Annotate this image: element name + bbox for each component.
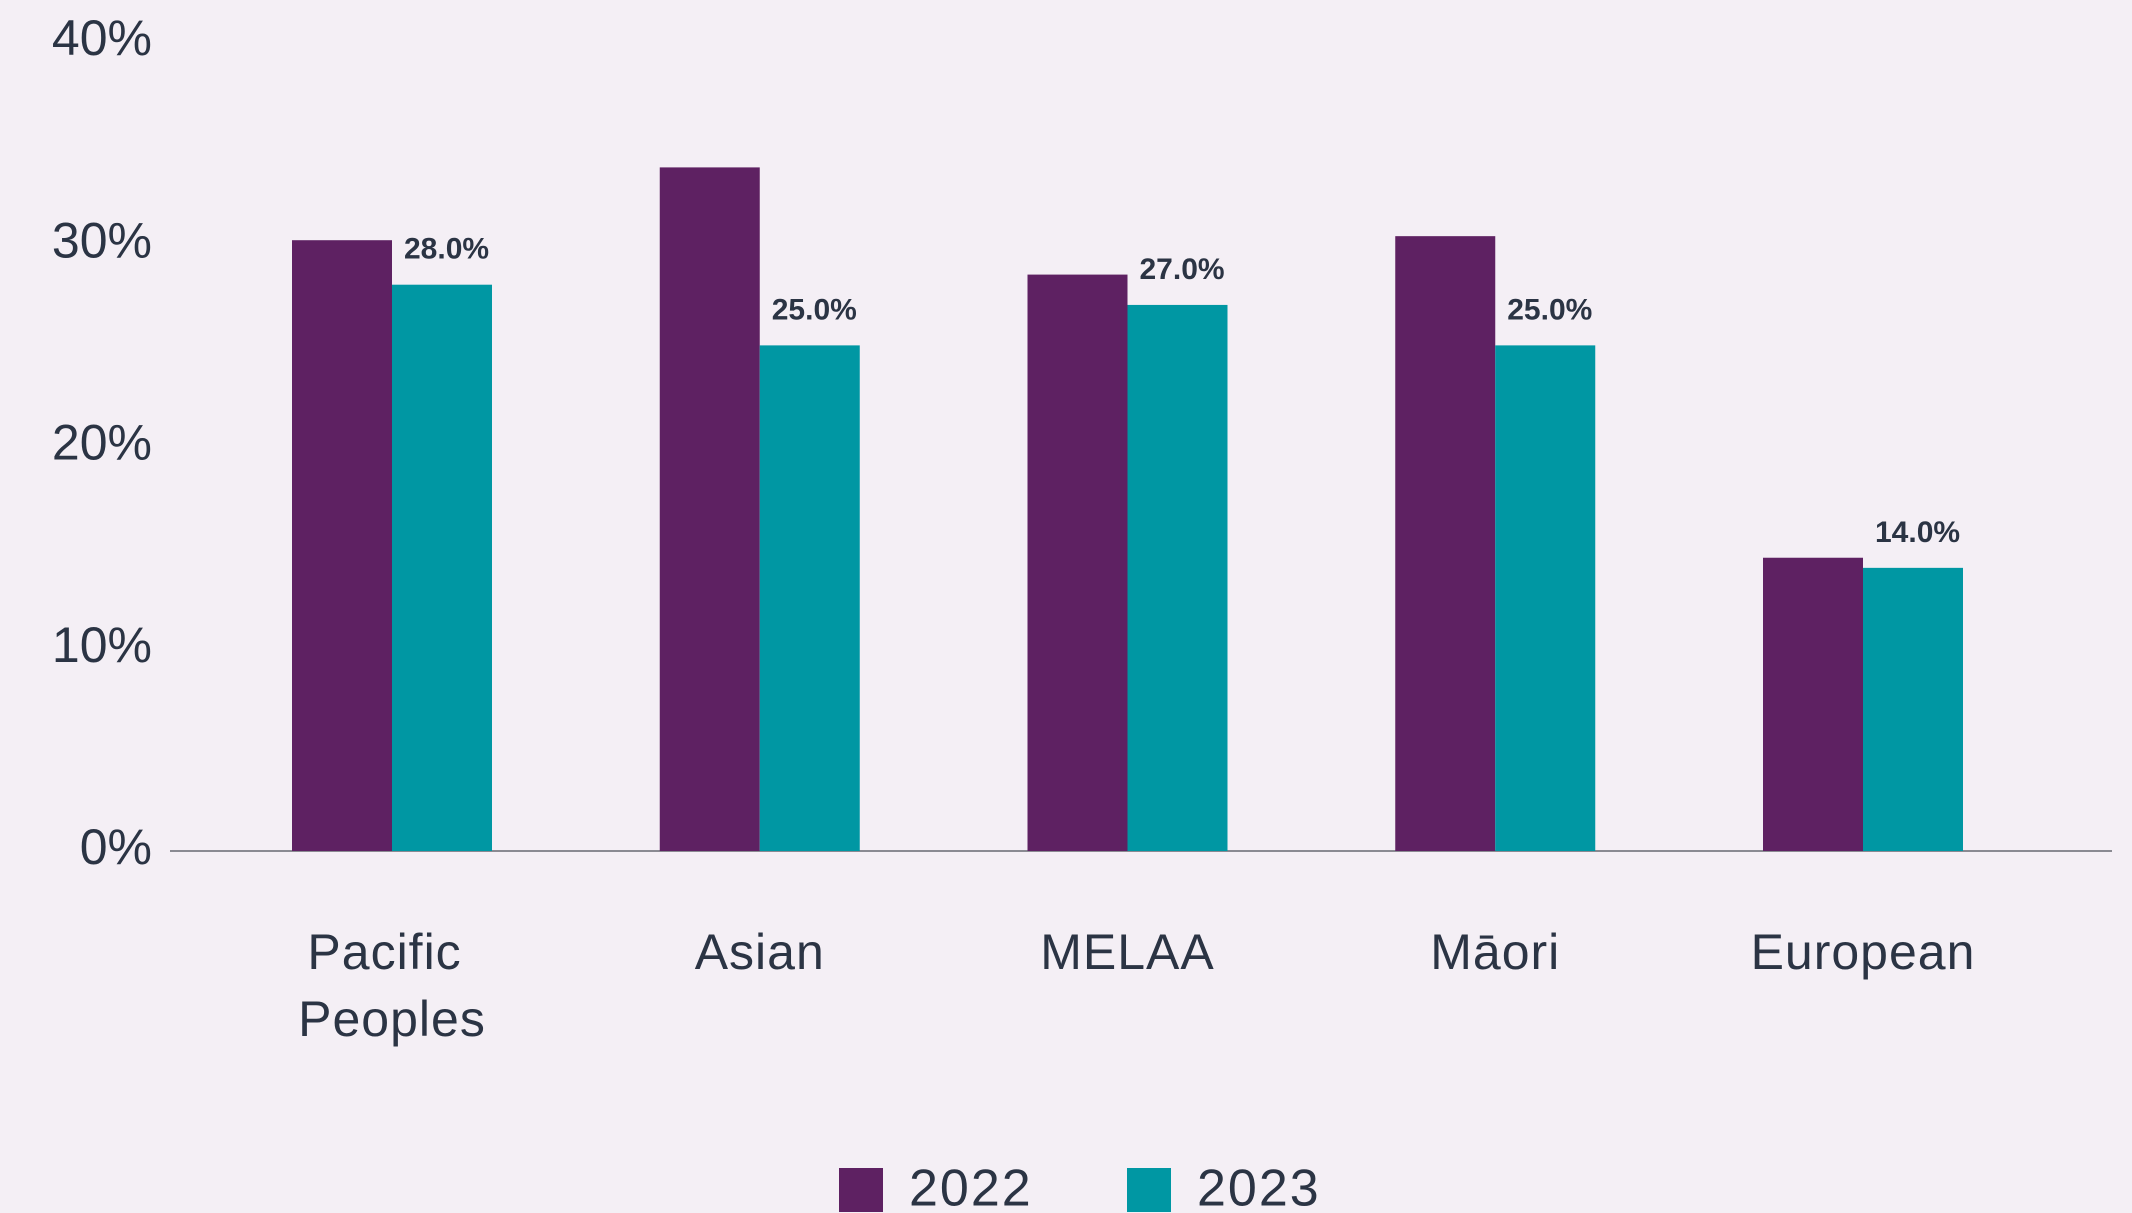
legend-swatch xyxy=(1127,1168,1171,1212)
x-tick-label: European xyxy=(1751,924,1976,980)
data-label: 25.0% xyxy=(772,293,857,326)
bar xyxy=(1395,236,1496,851)
bar xyxy=(292,240,392,851)
bar xyxy=(759,345,860,851)
y-tick-label: 40% xyxy=(52,10,152,66)
x-tick-label: Pacific Peoples xyxy=(298,924,486,1047)
bar xyxy=(1027,274,1128,851)
bar xyxy=(659,167,760,851)
x-tick-label: MELAA xyxy=(1040,924,1215,980)
bar xyxy=(1863,567,1963,851)
data-label: 25.0% xyxy=(1507,293,1592,326)
bar xyxy=(1763,557,1863,851)
y-tick-label: 20% xyxy=(52,415,152,471)
x-tick-label: Māori xyxy=(1430,924,1560,980)
bar xyxy=(1127,304,1228,851)
y-tick-label: 30% xyxy=(52,212,152,268)
data-label: 27.0% xyxy=(1140,253,1225,286)
x-tick-label: Asian xyxy=(695,924,825,980)
bar xyxy=(1495,345,1596,851)
legend-label: 2022 xyxy=(909,1160,1033,1213)
legend-swatch xyxy=(839,1168,883,1212)
y-tick-label: 0% xyxy=(80,819,152,875)
data-label: 28.0% xyxy=(404,233,489,266)
bar xyxy=(392,284,492,851)
data-label: 14.0% xyxy=(1875,516,1960,549)
legend-label: 2023 xyxy=(1197,1160,1321,1213)
y-tick-label: 10% xyxy=(52,617,152,673)
